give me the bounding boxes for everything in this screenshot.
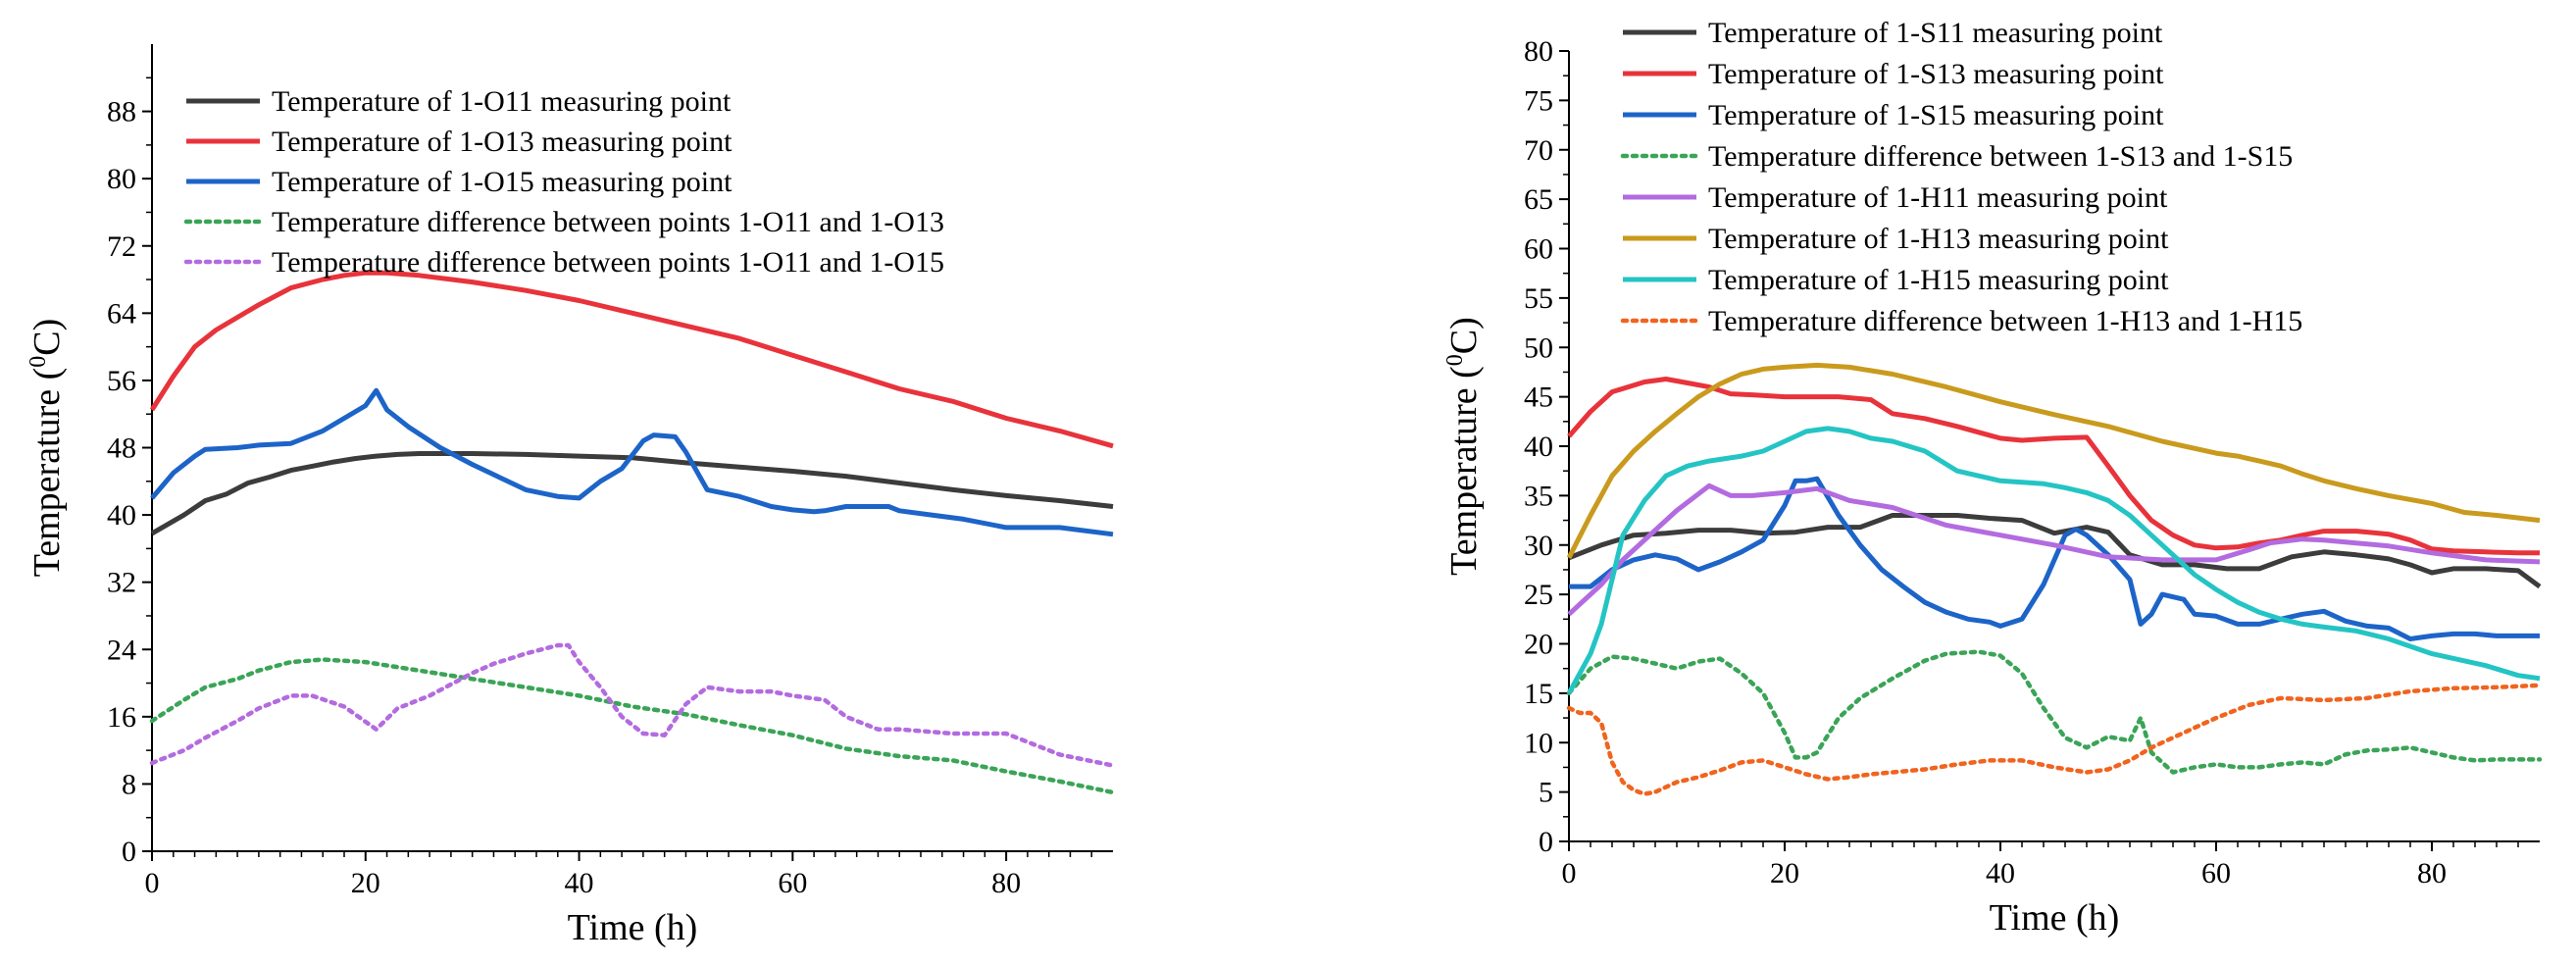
y-tick-label: 8 (122, 768, 136, 800)
series-line-0 (1568, 513, 2542, 589)
y-tick-label: 25 (1524, 579, 1553, 611)
series-line-0 (150, 451, 1114, 536)
y-tick-label: 32 (107, 567, 136, 599)
y-tick-label: 16 (107, 701, 136, 734)
series-line-6 (1566, 426, 2541, 695)
legend-label-6: Temperature of 1-H15 measuring point (1708, 264, 2169, 296)
legend-label-1: Temperature of 1-S13 measuring point (1708, 58, 2164, 90)
y-tick-label: 65 (1524, 183, 1553, 216)
y-axis-label-unit: C) (26, 319, 68, 356)
y-tick-label: 10 (1524, 727, 1553, 759)
legend-label-4: Temperature difference between points 1-… (272, 246, 944, 279)
series-line-3 (149, 657, 1116, 795)
x-axis-label: Time (h) (1990, 897, 2120, 939)
y-tick-label: 64 (107, 297, 136, 330)
y-axis-label-sup: 0 (25, 356, 51, 368)
chart-right: 0 5 10 15 20 25 30 35 40 45 50 55 60 65 70 75 80 0 20 40 60 8… (1442, 17, 2543, 939)
legend-label-0: Temperature of 1-O11 measuring point (272, 85, 732, 118)
y-tick-label: 60 (1524, 233, 1553, 266)
y-axis-label: Temperature (0C) (25, 319, 68, 578)
x-tick-label: 40 (1986, 857, 2015, 889)
y-tick-label: 0 (1539, 826, 1553, 858)
y-tick-label: 0 (122, 836, 136, 868)
y-tick-label: 35 (1524, 480, 1553, 512)
legend-label-4: Temperature of 1-H11 measuring point (1708, 181, 2168, 214)
y-tick-label: 24 (107, 634, 136, 666)
y-axis-label-sup: 0 (1442, 354, 1468, 366)
x-tick-label: 0 (1562, 857, 1577, 889)
y-tick-label: 30 (1524, 530, 1553, 562)
y-tick-label: 70 (1524, 134, 1553, 167)
series-line-4 (1567, 482, 2541, 617)
legend-label-0: Temperature of 1-S11 measuring point (1708, 17, 2163, 49)
chart-left: 0 8 16 24 32 40 48 56 64 72 80 88 0 20 40 60 80 Time (h) T… (25, 44, 1116, 948)
y-axis-label: Temperature (0C) (1442, 317, 1485, 576)
series-line-1 (1567, 377, 2540, 556)
x-tick-label: 60 (778, 867, 807, 899)
y-tick-label: 50 (1524, 331, 1553, 364)
series-line-7 (1566, 683, 2543, 796)
y-tick-label: 20 (1524, 629, 1553, 661)
legend-label-3: Temperature difference between 1-S13 and… (1708, 140, 2293, 173)
x-axis-label: Time (h) (568, 907, 698, 948)
x-tick-label: 40 (565, 867, 594, 899)
y-tick-label: 45 (1524, 381, 1553, 414)
x-tick-label: 0 (145, 867, 160, 899)
series-line-2 (1569, 476, 2540, 641)
y-tick-label: 72 (107, 230, 136, 263)
y-tick-label: 55 (1524, 282, 1553, 315)
x-tick-label: 20 (1770, 857, 1799, 889)
y-axis-label-text: Temperature ( (26, 368, 68, 578)
x-tick-label: 80 (991, 867, 1021, 899)
series-line-2 (150, 387, 1114, 537)
y-tick-label: 56 (107, 365, 136, 397)
y-tick-label: 40 (107, 499, 136, 532)
legend-label-2: Temperature of 1-O15 measuring point (272, 166, 732, 198)
y-tick-label: 80 (1524, 35, 1553, 68)
x-tick-label: 80 (2417, 857, 2447, 889)
y-axis-label-unit: C) (1443, 317, 1485, 354)
series-line-5 (1566, 362, 2541, 559)
series-line-1 (149, 270, 1114, 449)
legend-label-2: Temperature of 1-S15 measuring point (1708, 99, 2164, 131)
y-tick-label: 40 (1524, 431, 1553, 463)
legend-label-1: Temperature of 1-O13 measuring point (272, 126, 732, 158)
legend-label-3: Temperature difference between points 1-… (272, 206, 944, 238)
series-line-4 (149, 642, 1116, 768)
legend-label-5: Temperature of 1-H13 measuring point (1708, 223, 2169, 255)
series-line-3 (1566, 649, 2543, 775)
y-tick-label: 75 (1524, 84, 1553, 117)
legend-label-7: Temperature difference between 1-H13 and… (1708, 305, 2302, 337)
y-tick-label: 15 (1524, 678, 1553, 710)
y-tick-label: 48 (107, 432, 136, 465)
x-tick-label: 20 (351, 867, 380, 899)
x-tick-label: 60 (2201, 857, 2231, 889)
y-axis-label-text: Temperature ( (1443, 366, 1485, 576)
y-tick-label: 5 (1539, 777, 1553, 809)
y-tick-label: 80 (107, 163, 136, 195)
y-tick-label: 88 (107, 96, 136, 128)
